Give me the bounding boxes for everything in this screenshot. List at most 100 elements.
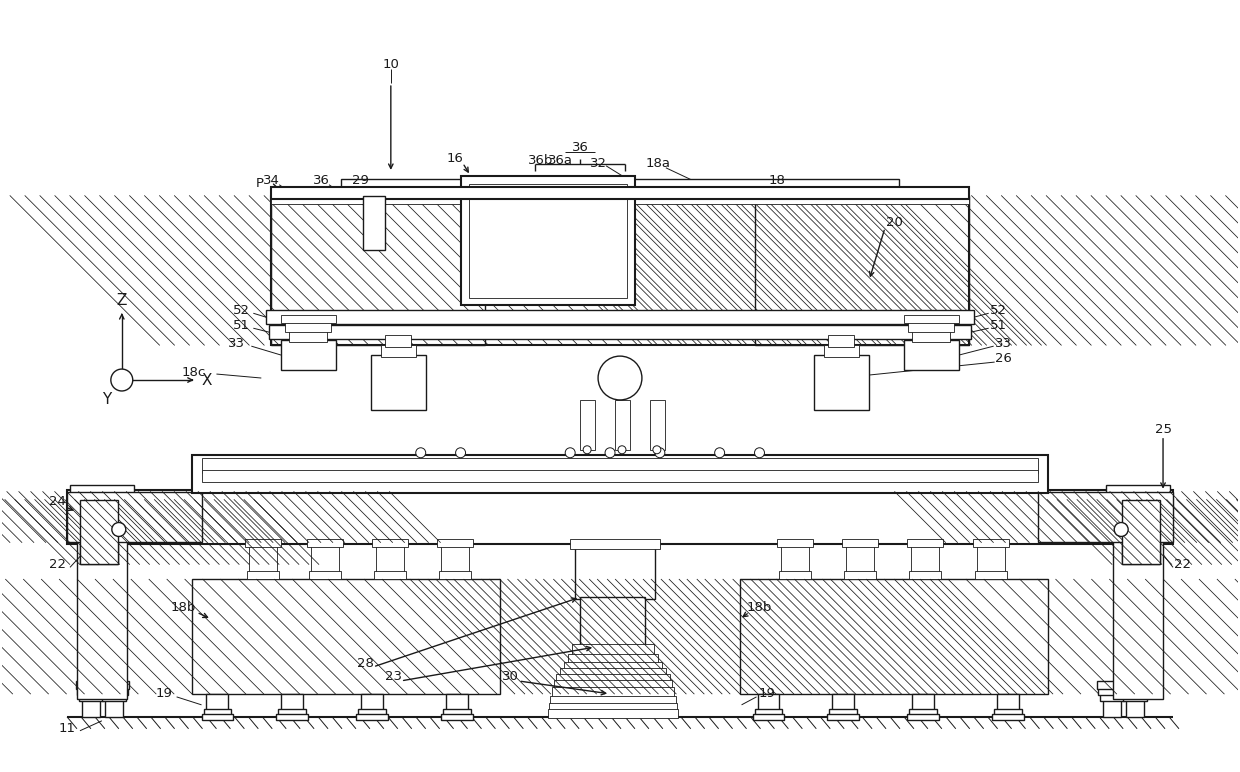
Bar	[825, 345, 859, 357]
Bar	[781, 544, 810, 579]
Bar	[102, 693, 125, 701]
Bar	[908, 322, 954, 332]
Bar	[815, 355, 869, 410]
Bar	[67, 489, 1173, 544]
Text: 51: 51	[233, 319, 250, 332]
Text: 36: 36	[572, 141, 589, 154]
Bar	[374, 571, 405, 579]
Text: 18c: 18c	[181, 366, 206, 378]
Circle shape	[653, 445, 661, 454]
Bar	[203, 709, 232, 718]
Bar	[1123, 693, 1147, 701]
Bar	[384, 335, 410, 347]
Bar	[997, 694, 1018, 717]
Text: 25: 25	[1154, 423, 1172, 436]
Bar	[278, 709, 306, 718]
Text: 16: 16	[446, 152, 463, 165]
Bar	[1104, 699, 1121, 717]
Bar	[79, 499, 118, 564]
Bar	[439, 571, 470, 579]
Bar	[549, 703, 677, 711]
Bar	[993, 709, 1022, 718]
Text: 29: 29	[352, 174, 370, 188]
Bar	[554, 680, 672, 688]
Bar	[754, 709, 782, 718]
Bar	[1121, 687, 1149, 695]
Bar	[650, 400, 665, 450]
Bar	[272, 195, 968, 345]
Bar	[830, 709, 857, 718]
Bar	[1106, 485, 1171, 495]
Bar	[904, 315, 959, 323]
Circle shape	[1115, 523, 1128, 537]
Bar	[267, 310, 973, 324]
Bar	[844, 571, 877, 579]
Text: 18b: 18b	[746, 601, 773, 614]
Bar	[906, 714, 939, 720]
Circle shape	[415, 448, 425, 458]
Bar	[309, 571, 341, 579]
Bar	[79, 693, 103, 701]
Bar	[739, 579, 1049, 694]
Text: 20: 20	[885, 216, 903, 229]
Bar	[992, 714, 1023, 720]
Bar	[911, 544, 939, 579]
Bar	[460, 176, 635, 305]
Text: 34: 34	[263, 174, 280, 188]
Bar	[311, 544, 339, 579]
Bar	[269, 325, 971, 339]
Bar	[105, 699, 123, 717]
Text: 18a: 18a	[645, 157, 671, 171]
Bar	[77, 489, 126, 699]
Bar	[202, 714, 233, 720]
Bar	[909, 709, 937, 718]
Bar	[67, 492, 202, 543]
Bar	[376, 544, 404, 579]
Bar	[1122, 499, 1161, 564]
Text: 33: 33	[228, 337, 244, 350]
Bar	[202, 469, 1038, 482]
Bar	[777, 540, 813, 547]
Bar	[247, 571, 279, 579]
Circle shape	[455, 448, 465, 458]
Text: 10: 10	[382, 58, 399, 71]
Bar	[272, 187, 968, 198]
Bar	[551, 696, 676, 704]
Text: 36b: 36b	[527, 154, 553, 168]
Text: 18b: 18b	[171, 601, 196, 614]
Bar	[445, 694, 467, 717]
Bar	[557, 674, 670, 682]
Bar	[758, 694, 780, 717]
Text: 52: 52	[990, 303, 1007, 317]
Bar	[79, 499, 118, 564]
Bar	[846, 544, 874, 579]
Bar	[828, 335, 854, 347]
Circle shape	[565, 448, 575, 458]
Text: Y: Y	[102, 392, 112, 408]
Bar	[977, 544, 1004, 579]
Circle shape	[110, 369, 133, 391]
Bar	[99, 681, 129, 689]
Bar	[1114, 489, 1163, 699]
Bar	[911, 694, 934, 717]
Bar	[443, 709, 470, 718]
Text: 33: 33	[996, 337, 1012, 350]
Bar	[560, 668, 666, 676]
Bar	[69, 485, 134, 495]
Bar	[580, 400, 595, 450]
Circle shape	[714, 448, 724, 458]
Bar	[975, 571, 1007, 579]
Bar	[909, 571, 941, 579]
Bar	[249, 544, 278, 579]
Bar	[1097, 681, 1127, 689]
Bar	[570, 540, 660, 550]
Text: 18: 18	[769, 174, 786, 188]
Bar	[575, 544, 655, 599]
Bar	[1120, 681, 1149, 689]
Bar	[564, 662, 662, 670]
Circle shape	[754, 448, 765, 458]
Text: 52: 52	[233, 303, 250, 317]
Bar	[272, 195, 968, 204]
Bar	[1126, 699, 1145, 717]
Bar	[246, 540, 281, 547]
